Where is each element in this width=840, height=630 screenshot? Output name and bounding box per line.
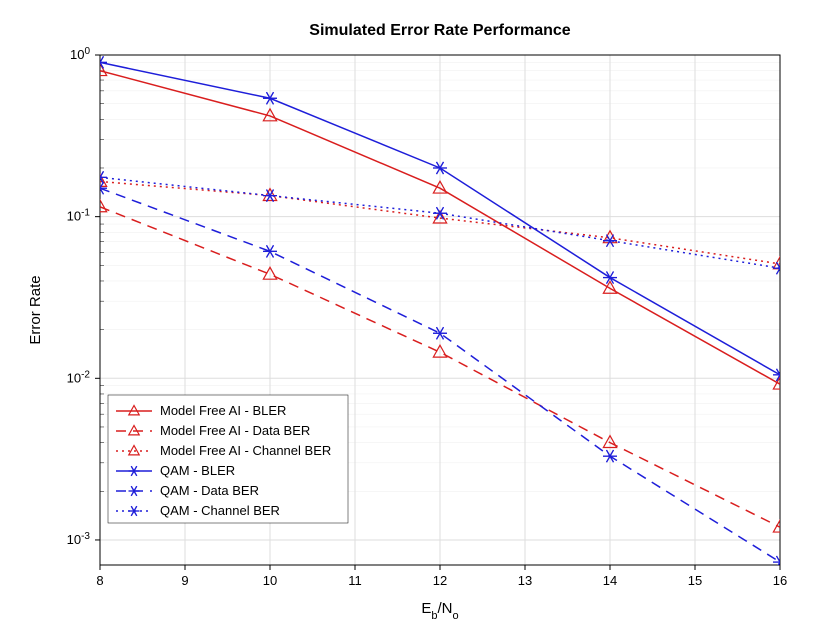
x-tick-label: 11 [348,573,362,588]
legend-item-label: Model Free AI - Channel BER [160,443,331,458]
x-tick-label: 12 [433,573,447,588]
chart-title: Simulated Error Rate Performance [309,22,571,39]
x-axis-label: Eb/No [421,600,458,622]
legend-item-label: Model Free AI - BLER [160,403,286,418]
x-tick-label: 15 [688,573,702,588]
y-tick-label: 100 [70,46,90,63]
x-tick-label: 13 [518,573,532,588]
legend: Model Free AI - BLER Model Free AI - Data… [108,395,348,523]
x-tick-label: 9 [181,573,188,588]
x-tick-label: 8 [96,573,103,588]
legend-item-label: QAM - Data BER [160,483,259,498]
y-tick-label: 10-3 [67,530,91,547]
x-tick-label: 16 [773,573,787,588]
y-axis-label: Error Rate [27,275,44,344]
y-tick-label: 10-2 [67,369,91,386]
legend-item-label: QAM - Channel BER [160,503,280,518]
legend-item-label: Model Free AI - Data BER [160,423,310,438]
error-rate-chart: 8 9 10 11 12 13 14 15 16 100 10-1 10-2 10-3 Simulated… [0,0,840,630]
chart-container: 8 9 10 11 12 13 14 15 16 100 10-1 10-2 10-3 Simulated… [0,0,840,630]
x-tick-label: 10 [263,573,277,588]
y-tick-label: 10-1 [67,207,91,224]
legend-item-label: QAM - BLER [160,463,235,478]
x-tick-label: 14 [603,573,617,588]
